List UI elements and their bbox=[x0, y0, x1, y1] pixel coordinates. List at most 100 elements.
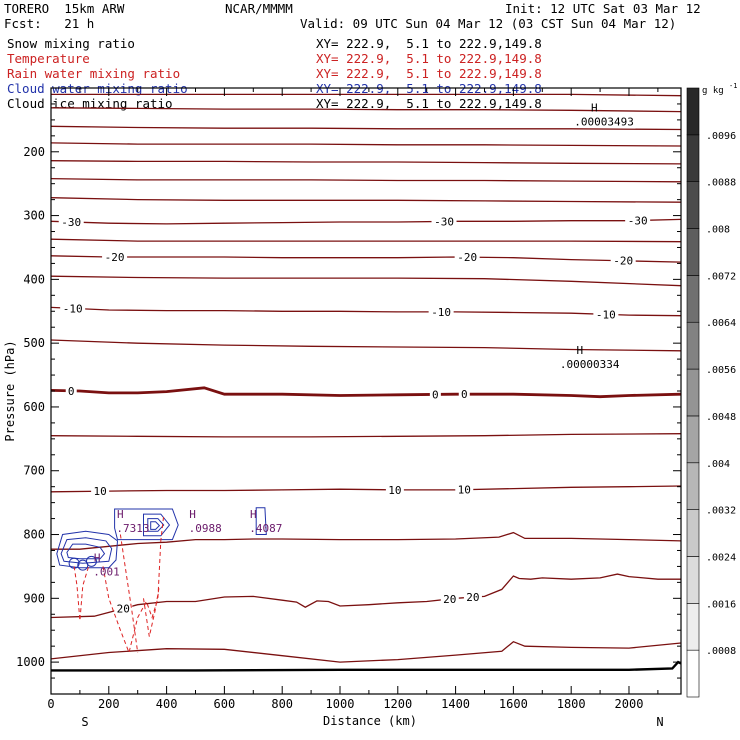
legend-xy-0: XY= 222.9, 5.1 to 222.9,149.8 bbox=[316, 36, 542, 51]
valid-label: Valid: 09 UTC Sun 04 Mar 12 (03 CST Sun … bbox=[300, 16, 677, 31]
colorbar-tick-label: .0008 bbox=[706, 646, 736, 657]
colorbar-tick-label: .0088 bbox=[706, 178, 736, 189]
isotherm-line bbox=[50, 386, 682, 399]
colorbar-tick-label: .0024 bbox=[706, 552, 736, 563]
isotherm-label: 10 bbox=[94, 485, 107, 498]
isotherm-label: 0 bbox=[68, 385, 75, 398]
isotherm-line bbox=[51, 531, 682, 550]
high-marker: H bbox=[591, 102, 598, 115]
cloud-water-contour bbox=[143, 513, 171, 537]
colorbar-tick-label: .0056 bbox=[706, 365, 736, 376]
isotherm-label-bg bbox=[58, 215, 84, 227]
isotherm-label-bg bbox=[458, 388, 470, 400]
x-tick-label: 2000 bbox=[615, 697, 644, 711]
y-tick-label: 700 bbox=[23, 464, 45, 478]
colorbar-segment bbox=[686, 649, 700, 698]
colorbar-segment bbox=[686, 181, 700, 229]
y-tick-label: 800 bbox=[23, 528, 45, 542]
rain-water-contour bbox=[119, 534, 139, 653]
x-tick-label: 600 bbox=[214, 697, 236, 711]
colorbar-tick-label: .008 bbox=[706, 225, 730, 236]
high-marker: H bbox=[577, 344, 584, 357]
x-tick-label: 1400 bbox=[441, 697, 470, 711]
surface-line bbox=[51, 660, 682, 672]
isotherm-label: -30 bbox=[434, 215, 454, 228]
colorbar-segment bbox=[686, 134, 700, 182]
colorbar: .0008 .0016 .0024 .0032 .004 .0048 .0056 .0064.… bbox=[686, 82, 737, 698]
rain-water-contour bbox=[102, 515, 165, 655]
isotherm-label-bg bbox=[431, 215, 457, 227]
legend-field-1: Temperature bbox=[7, 51, 90, 66]
legend-field-2: Rain water mixing ratio bbox=[7, 66, 181, 81]
isotherm-line bbox=[50, 197, 682, 203]
cloud-water-contour bbox=[147, 518, 165, 532]
colorbar-segment bbox=[686, 275, 700, 323]
isotherm-label: 0 bbox=[461, 388, 468, 401]
isotherm-label: -30 bbox=[628, 214, 648, 227]
isotherm-label: -10 bbox=[431, 306, 451, 319]
y-axis-label: Pressure (hPa) bbox=[3, 340, 17, 441]
isotherm-label: 10 bbox=[458, 484, 471, 497]
isotherm-label: -10 bbox=[63, 302, 83, 315]
high-value: .00003493 bbox=[574, 116, 634, 129]
isotherm-label: -20 bbox=[613, 255, 633, 268]
x-tick-label: 800 bbox=[271, 697, 293, 711]
isotherm-line bbox=[50, 160, 682, 165]
colorbar-unit-exponent: -1 bbox=[729, 82, 737, 90]
x-tick-label: 1200 bbox=[383, 697, 412, 711]
colorbar-tick-label: .0016 bbox=[706, 599, 736, 610]
cloud-mixing-contours: H.00003493H.00000334H.7313H.0988H.4087H.… bbox=[56, 102, 634, 655]
cloud-water-contour bbox=[66, 543, 106, 560]
y-tick-label: 400 bbox=[23, 272, 45, 286]
high-value: .001 bbox=[93, 565, 120, 578]
x-endpoint-south: S bbox=[81, 715, 88, 729]
x-tick-label: 1800 bbox=[557, 697, 586, 711]
colorbar-segment bbox=[686, 321, 700, 370]
isotherm-label: -10 bbox=[596, 308, 616, 321]
axis-labels: Distance (km) Pressure (hPa) S N bbox=[3, 340, 664, 729]
isotherm-label-bg bbox=[385, 483, 404, 495]
isotherm-line bbox=[50, 255, 682, 263]
colorbar-segment bbox=[686, 556, 700, 604]
isotherm-label-bg bbox=[593, 308, 619, 320]
isotherm-label-bg bbox=[114, 602, 133, 614]
isotherm-label: -30 bbox=[61, 216, 81, 229]
isotherm-label: 0 bbox=[432, 388, 439, 401]
isotherm-line bbox=[50, 177, 682, 183]
isotherm-line bbox=[50, 275, 682, 287]
rain-water-contour bbox=[73, 566, 90, 621]
isotherm-label-bg bbox=[60, 302, 86, 314]
isotherm-line bbox=[50, 433, 682, 438]
isotherm-label: 20 bbox=[466, 591, 479, 604]
legend-xy-4: XY= 222.9, 5.1 to 222.9,149.8 bbox=[316, 96, 542, 111]
isotherm-line bbox=[50, 107, 682, 113]
high-marker: H bbox=[189, 508, 196, 521]
isotherm-label-bg bbox=[91, 485, 110, 497]
fcst-label: Fcst: 21 h bbox=[4, 16, 95, 31]
isotherm-label: -20 bbox=[457, 251, 477, 264]
colorbar-tick-label: .0064 bbox=[706, 318, 736, 329]
colorbar-tick-label: .0096 bbox=[706, 131, 736, 142]
colorbar-tick-label: .004 bbox=[706, 459, 730, 470]
colorbar-segment bbox=[686, 87, 700, 136]
high-marker: H bbox=[117, 508, 124, 521]
isotherm-line bbox=[50, 485, 682, 493]
colorbar-segment bbox=[686, 415, 700, 464]
y-tick-label: 200 bbox=[23, 145, 45, 159]
high-value: .7313 bbox=[116, 522, 149, 535]
high-value: .4087 bbox=[249, 522, 282, 535]
isotherms: -30 -30 -30 -20 -20 -20 -10 -10 -10 0 0 0 10 10 10 20 20… bbox=[50, 93, 682, 672]
x-tick-label: 400 bbox=[156, 697, 178, 711]
x-endpoint-north: N bbox=[656, 715, 663, 729]
org-label: NCAR/MMMM bbox=[225, 1, 293, 16]
y-tick-label: 300 bbox=[23, 209, 45, 223]
isotherm-label-bg bbox=[610, 254, 636, 266]
colorbar-tick-label: .0072 bbox=[706, 271, 736, 282]
colorbar-segment bbox=[686, 368, 700, 417]
isotherm-label: -20 bbox=[105, 251, 125, 264]
x-tick-label: 200 bbox=[98, 697, 120, 711]
colorbar-segment bbox=[686, 228, 700, 276]
isotherm-line bbox=[50, 640, 682, 663]
x-axis-label: Distance (km) bbox=[323, 714, 417, 728]
